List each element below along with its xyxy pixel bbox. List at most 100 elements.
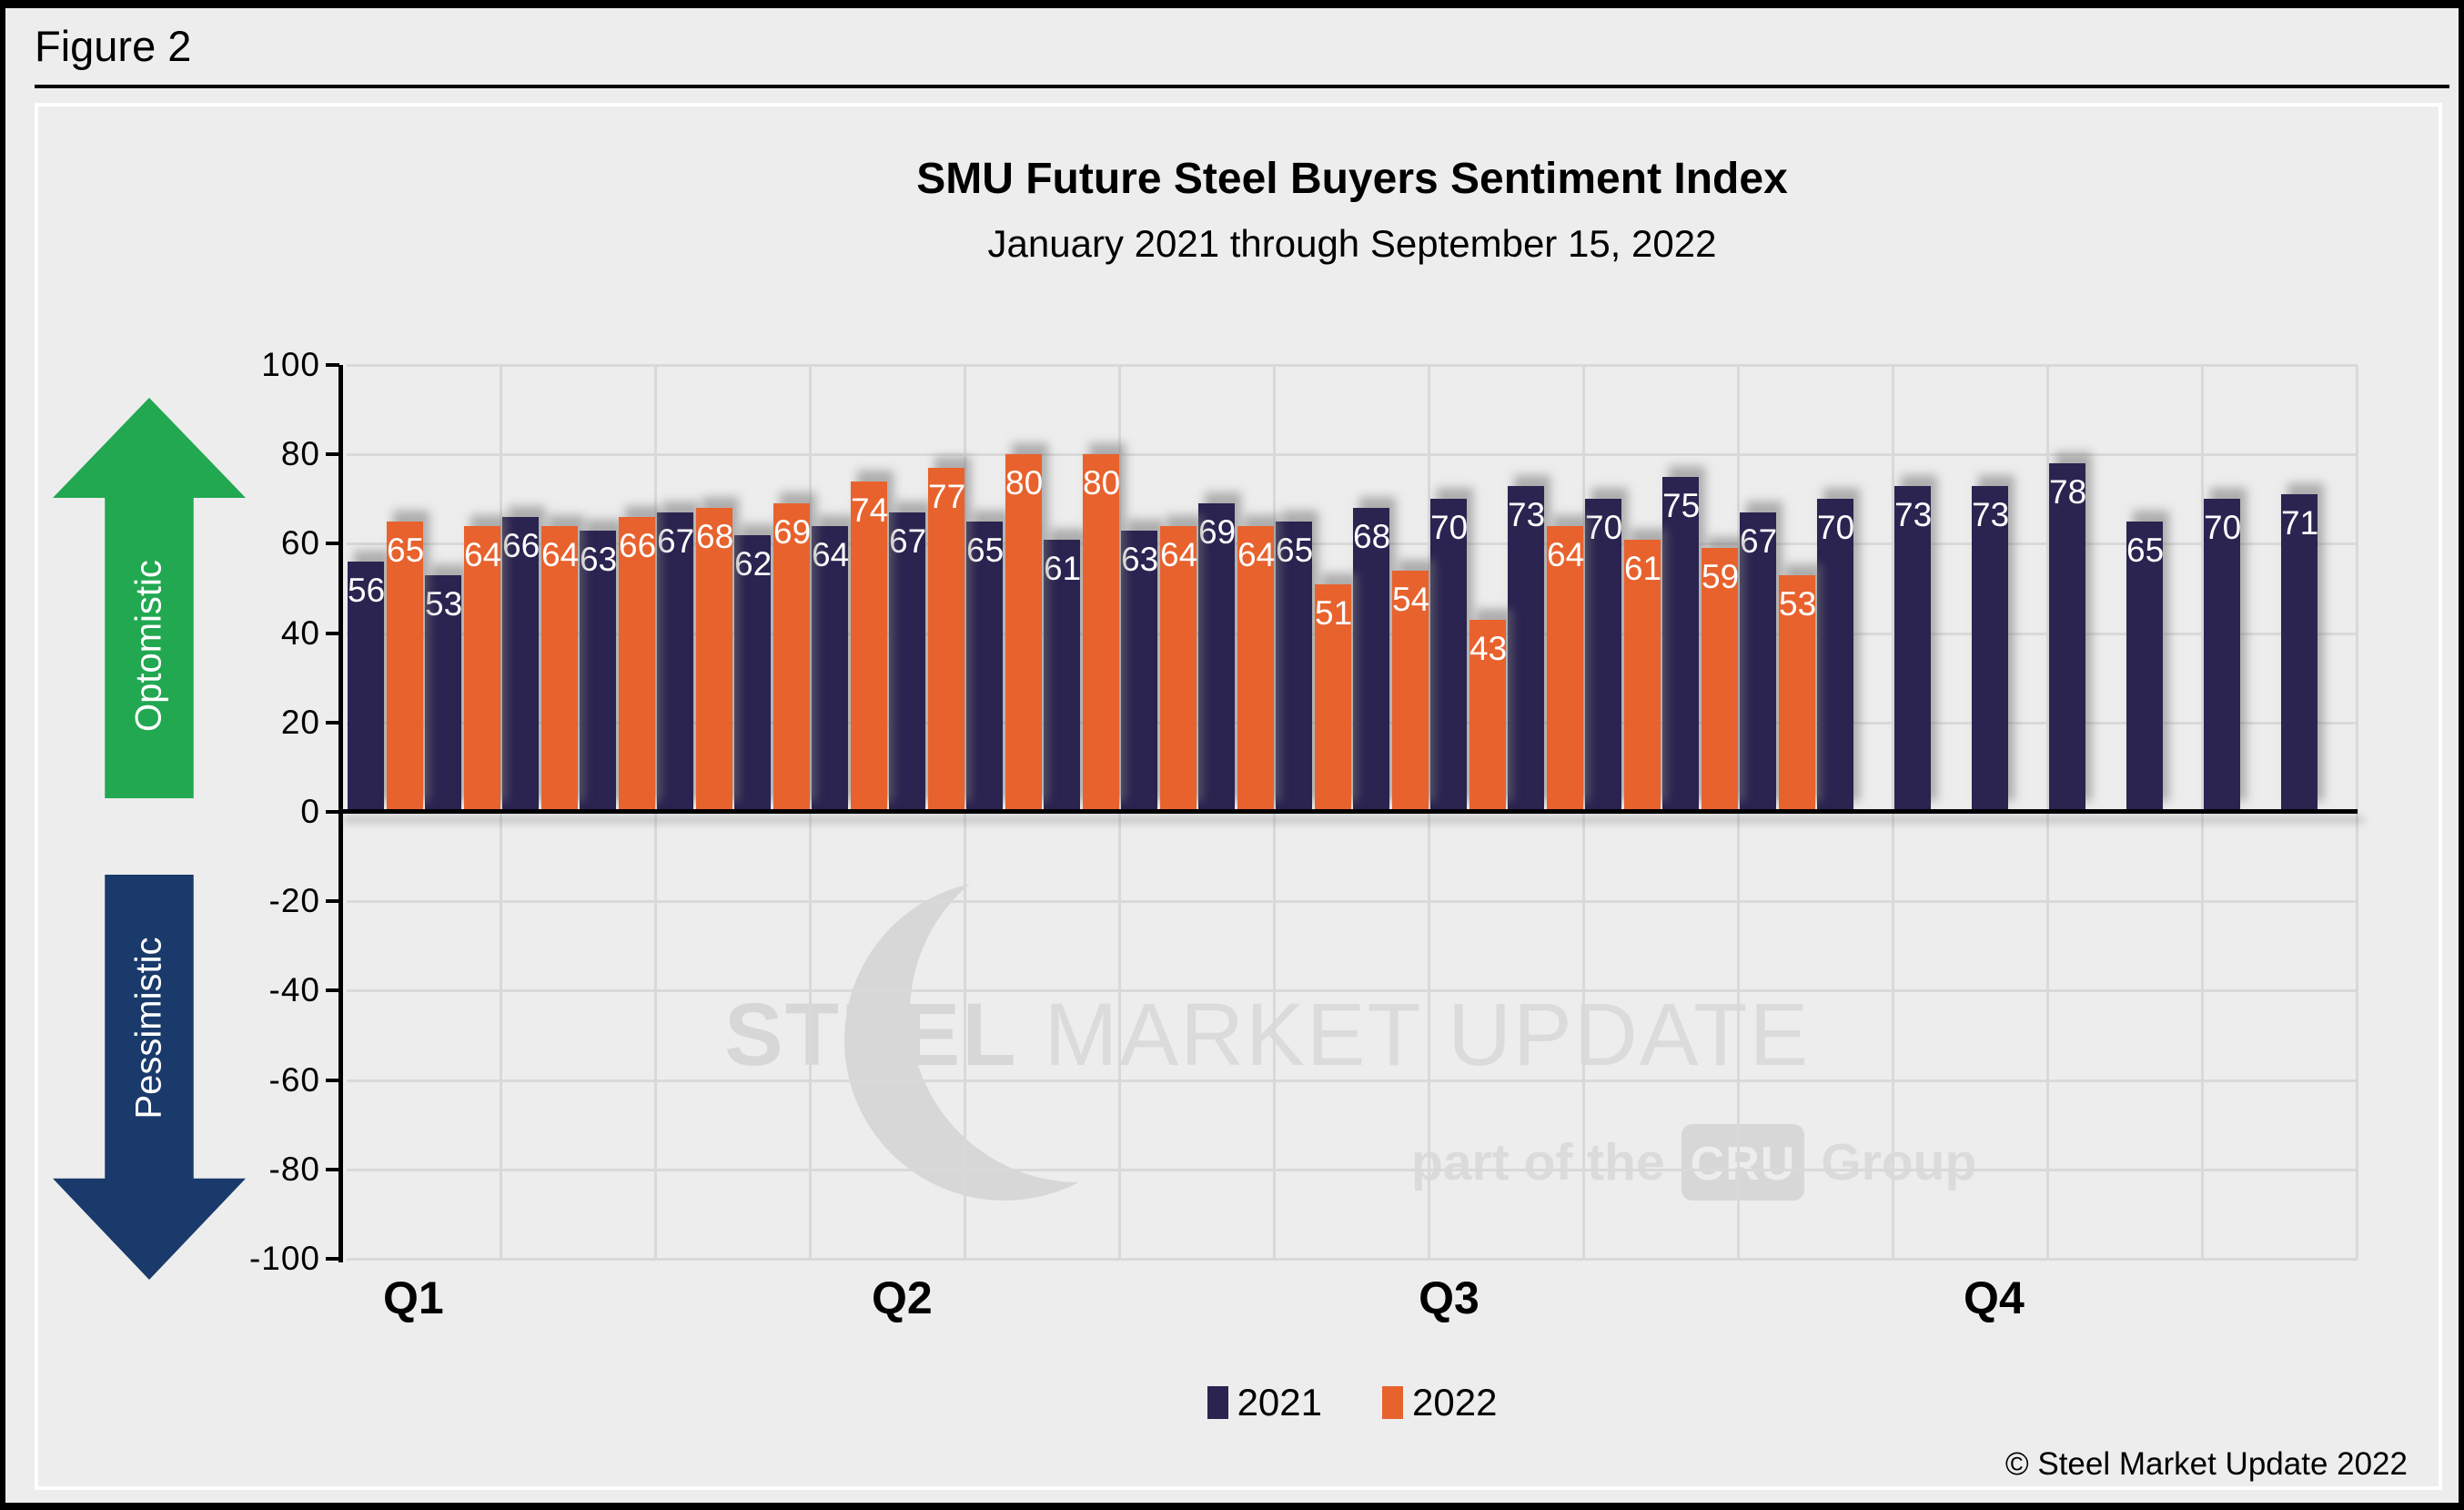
h-gridline--40 (347, 989, 2358, 993)
bar-2021-period-21: 73 (1894, 485, 1933, 812)
bar-value-label: 73 (1972, 495, 2010, 533)
bar-value-label: 65 (2126, 531, 2165, 569)
y-tick-40 (326, 631, 339, 635)
y-tick-label--80: -80 (268, 1150, 320, 1188)
y-tick--40 (326, 988, 339, 993)
bar-2021-period-17: 70 (1585, 499, 1623, 812)
bar-2021-period-24: 65 (2126, 521, 2165, 812)
bar-2022-period-3: 64 (541, 525, 580, 812)
bar-2021-period-7: 64 (812, 525, 850, 812)
legend-item-2021: 2021 (1207, 1381, 1322, 1424)
chart-subtitle: January 2021 through September 15, 2022 (987, 222, 1717, 265)
bar-2021-period-18: 75 (1662, 476, 1701, 812)
y-tick-label-100: 100 (261, 346, 320, 383)
copyright-text: © Steel Market Update 2022 (2005, 1446, 2408, 1482)
h-gridline-20 (347, 721, 2358, 725)
smu-crescent-logo-watermark (841, 866, 1187, 1211)
bar-value-label: 68 (1353, 518, 1391, 556)
legend: 2021 2022 (347, 1381, 2358, 1424)
bar-2021-period-20: 70 (1817, 499, 1855, 812)
y-tick--60 (326, 1078, 339, 1082)
bar-2021-period-16: 73 (1508, 485, 1545, 812)
bar-2021-period-8: 67 (889, 512, 926, 812)
bar-2022-period-14: 54 (1392, 570, 1429, 812)
bar-2022-period-12: 64 (1237, 525, 1276, 812)
bar-value-label: 62 (734, 544, 773, 583)
figure-label: Figure 2 (35, 22, 192, 70)
bar-2021-period-2: 53 (425, 574, 462, 812)
bar-value-label: 65 (1276, 531, 1314, 569)
bar-2021-period-4: 63 (580, 530, 618, 812)
bar-2022-period-11: 64 (1160, 525, 1198, 812)
bar-value-label: 63 (580, 540, 618, 578)
bar-value-label: 61 (1044, 549, 1082, 587)
bar-2022-period-16: 64 (1547, 525, 1584, 812)
y-tick-100 (326, 363, 339, 367)
bar-2022-period-15: 43 (1469, 619, 1507, 812)
y-tick-label--60: -60 (268, 1060, 320, 1099)
x-axis-label-q4: Q4 (1964, 1272, 2025, 1323)
h-gridline--20 (347, 900, 2358, 904)
bar-2022-period-8: 77 (928, 467, 966, 812)
bar-value-label: 66 (619, 526, 657, 564)
bar-2022-period-2: 64 (464, 525, 501, 812)
y-tick--100 (326, 1257, 339, 1261)
bar-2022-period-17: 61 (1624, 539, 1661, 812)
bar-value-label: 70 (1585, 509, 1623, 547)
plot-area: 56 53 66 63 67 62 64 67 65 61 63 69 65 68 70 73 70 75 67 70… (338, 364, 2358, 1261)
bar-value-label: 80 (1083, 464, 1121, 502)
h-gridline--100 (347, 1258, 2358, 1261)
bar-value-label: 64 (541, 535, 580, 573)
legend-label-2022: 2022 (1412, 1381, 1498, 1424)
x-axis-label-q3: Q3 (1419, 1272, 1479, 1323)
x-axis-label-q1: Q1 (383, 1272, 444, 1323)
watermark-market-update: MARKET UPDATE (1017, 985, 1811, 1084)
bar-value-label: 63 (1121, 540, 1159, 578)
y-tick-80 (326, 452, 339, 457)
bar-value-label: 75 (1662, 486, 1701, 524)
bar-value-label: 64 (812, 535, 850, 573)
bar-value-label: 73 (1894, 495, 1933, 533)
watermark-group: Group (1821, 1133, 1977, 1191)
bar-value-label: 77 (928, 477, 966, 515)
h-gridline-100 (347, 364, 2358, 367)
bar-2021-period-23: 78 (2049, 463, 2086, 812)
bar-value-label: 53 (1779, 584, 1817, 623)
bar-value-label: 70 (1430, 509, 1469, 547)
bar-value-label: 71 (2281, 504, 2319, 542)
chart-title: SMU Future Steel Buyers Sentiment Index (916, 155, 1788, 203)
bar-2021-period-9: 65 (966, 521, 1004, 812)
bar-value-label: 64 (1237, 535, 1276, 573)
bar-2021-period-22: 73 (1972, 485, 2010, 812)
h-gridline-40 (347, 632, 2358, 635)
y-tick-label-80: 80 (280, 435, 320, 473)
y-tick-label--20: -20 (268, 882, 320, 920)
bar-2021-period-14: 68 (1353, 508, 1391, 812)
bar-2022-period-4: 66 (619, 516, 657, 812)
bar-2021-period-12: 69 (1198, 503, 1237, 812)
watermark-steel: STEEL (724, 985, 1018, 1084)
legend-label-2021: 2021 (1237, 1381, 1322, 1424)
bar-value-label: 69 (773, 513, 812, 552)
bar-2022-period-10: 80 (1083, 454, 1121, 812)
y-tick--80 (326, 1167, 339, 1171)
bar-value-label: 69 (1198, 513, 1237, 552)
y-tick-label-40: 40 (280, 613, 320, 652)
x-axis-label-q2: Q2 (872, 1272, 933, 1323)
y-axis-line (338, 365, 343, 1262)
bar-value-label: 70 (1817, 509, 1855, 547)
bar-2022-period-5: 68 (696, 508, 733, 812)
y-tick-20 (326, 720, 339, 725)
legend-marker-2021 (1207, 1386, 1228, 1419)
bar-2022-period-13: 51 (1315, 583, 1352, 812)
bar-2021-period-19: 67 (1740, 512, 1777, 812)
h-gridline--80 (347, 1168, 2358, 1171)
bar-value-label: 64 (1160, 535, 1198, 573)
bar-2022-period-19: 53 (1779, 574, 1817, 812)
figure-rule-divider (35, 85, 2449, 88)
watermark-part-of-cru-group: part of the CRU Group (1411, 1124, 1976, 1201)
bar-value-label: 65 (387, 531, 425, 569)
y-tick-0 (326, 810, 339, 814)
h-gridline--60 (347, 1079, 2358, 1082)
